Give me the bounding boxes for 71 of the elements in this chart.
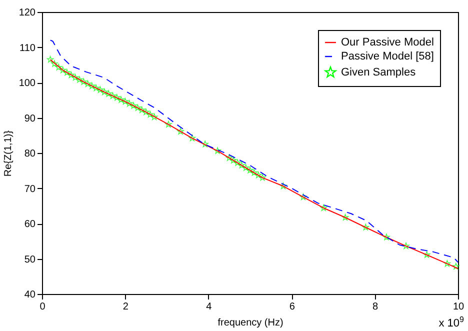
point	[146, 111, 154, 118]
point	[92, 84, 100, 92]
point	[165, 120, 172, 128]
point	[242, 164, 250, 171]
point	[118, 96, 124, 103]
x-tick-label: 0	[40, 302, 46, 312]
y-tick-label: 40	[24, 290, 36, 300]
point	[259, 174, 266, 181]
x-tick-label: 8	[372, 302, 379, 312]
point	[320, 204, 328, 211]
y-tick-label: 90	[24, 113, 36, 124]
point	[64, 69, 70, 76]
point	[202, 140, 208, 148]
y-tick-label: 80	[24, 148, 36, 160]
point	[55, 64, 62, 70]
point	[84, 80, 92, 87]
x-tick-label: 10	[452, 302, 464, 312]
point	[88, 82, 96, 89]
point	[254, 172, 262, 178]
y-tick-label: 50	[24, 254, 36, 266]
point	[138, 106, 146, 113]
point	[280, 182, 287, 190]
y-tick-label: 110	[20, 42, 36, 54]
point	[109, 92, 116, 99]
y-tick-label: 120	[18, 8, 36, 18]
point	[214, 147, 221, 154]
point	[444, 260, 451, 267]
point	[72, 74, 79, 81]
point	[134, 104, 142, 111]
point	[96, 86, 104, 93]
point	[122, 98, 129, 104]
point	[80, 78, 88, 85]
point	[300, 194, 307, 200]
point	[250, 169, 258, 176]
x-tick-label: 2	[122, 302, 129, 312]
point	[238, 162, 246, 168]
point	[452, 262, 460, 270]
y-tick-label: 60	[24, 219, 36, 230]
point	[113, 94, 120, 101]
point	[402, 242, 410, 250]
point	[46, 56, 54, 63]
point	[142, 108, 150, 116]
legend-label: Given Samples	[341, 66, 416, 78]
point	[362, 224, 370, 230]
point	[383, 234, 390, 240]
y-tick-label: 70	[24, 184, 36, 195]
point	[177, 128, 184, 134]
point	[226, 154, 233, 161]
point	[150, 113, 158, 120]
x-axis-title: frequency (Hz)	[218, 318, 284, 328]
point	[59, 66, 66, 74]
point	[100, 88, 108, 95]
text: x 10$^{9}$	[438, 315, 464, 330]
point	[126, 100, 133, 107]
x-tick-label: 6	[289, 302, 296, 312]
legend-label: Our Passive Model	[341, 36, 434, 48]
point	[76, 76, 83, 83]
point	[130, 102, 137, 109]
point	[51, 60, 58, 67]
point	[234, 159, 241, 166]
point	[342, 214, 349, 220]
point	[246, 166, 254, 174]
legend-label: Passive Model [58]	[341, 50, 434, 62]
point	[188, 134, 196, 142]
point	[423, 251, 430, 258]
y-tick-label: 100	[18, 78, 36, 89]
x-tick-label: 4	[206, 302, 212, 312]
y-axis-title: Re{Z(1,1)}	[2, 130, 14, 177]
point	[68, 72, 75, 78]
point	[230, 156, 237, 164]
point	[105, 90, 112, 97]
